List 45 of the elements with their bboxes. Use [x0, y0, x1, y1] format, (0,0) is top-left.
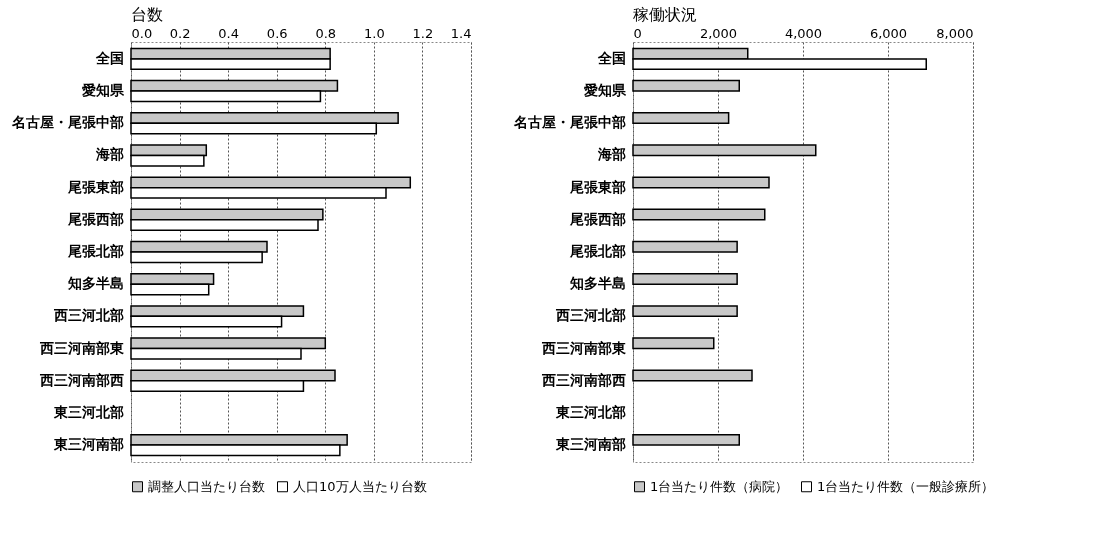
- y-tick-label: 名古屋・尾張中部: [512, 114, 626, 131]
- y-tick-label: 知多半島: [568, 275, 626, 292]
- x-tick-label: 0.8: [315, 25, 337, 41]
- x-tick-label: 2,000: [699, 25, 738, 41]
- chart-title: 台数: [131, 5, 163, 24]
- y-tick-label: 東三河南部: [52, 436, 124, 453]
- x-tick-label: 1.4: [450, 25, 472, 41]
- y-tick-label: 尾張東部: [66, 178, 124, 195]
- y-tick-label: 愛知県: [583, 82, 627, 99]
- y-tick-label: 尾張西部: [66, 210, 124, 227]
- y-tick-label: 東三河北部: [52, 403, 124, 420]
- y-tick-label: 全国: [94, 49, 124, 66]
- y-tick-label: 名古屋・尾張中部: [10, 114, 124, 131]
- y-tick-label: 愛知県: [81, 82, 125, 99]
- legend-label: 1台当たり件数（一般診療所）: [817, 478, 995, 494]
- y-tick-label: 西三河南部東: [38, 339, 125, 356]
- legend-label: 調整人口当たり台数: [148, 478, 265, 494]
- x-tick-label: 0.2: [169, 25, 191, 41]
- y-tick-label: 知多半島: [66, 275, 124, 292]
- x-tick-label: 4,000: [784, 25, 823, 41]
- legend-label: 1台当たり件数（病院）: [650, 478, 789, 494]
- legend-label: 人口10万人当たり台数: [293, 478, 427, 494]
- y-tick-label: 西三河北部: [52, 307, 124, 324]
- x-tick-label: 1.2: [412, 25, 434, 41]
- x-tick-label: 6,000: [869, 25, 908, 41]
- y-tick-label: 西三河南部西: [540, 371, 626, 388]
- chart-title: 稼働状況: [633, 5, 697, 24]
- y-tick-label: 尾張東部: [568, 178, 626, 195]
- x-tick-label: 0.0: [131, 25, 153, 41]
- x-tick-label: 8,000: [936, 25, 974, 41]
- x-tick-label: 0.6: [266, 25, 288, 41]
- y-tick-label: 尾張西部: [568, 210, 626, 227]
- x-tick-label: 1.0: [364, 25, 385, 41]
- x-tick-label: 0: [633, 25, 642, 41]
- y-tick-label: 海部: [596, 146, 626, 163]
- y-tick-label: 西三河南部西: [38, 371, 124, 388]
- y-tick-label: 全国: [596, 49, 626, 66]
- y-tick-label: 西三河北部: [554, 307, 626, 324]
- y-tick-label: 尾張北部: [66, 243, 124, 259]
- y-tick-label: 尾張北部: [568, 243, 626, 259]
- y-tick-label: 東三河北部: [554, 403, 626, 420]
- x-tick-label: 0.4: [218, 25, 239, 41]
- y-tick-label: 東三河南部: [554, 436, 626, 453]
- y-tick-label: 海部: [94, 146, 124, 163]
- y-tick-label: 西三河南部東: [540, 339, 627, 356]
